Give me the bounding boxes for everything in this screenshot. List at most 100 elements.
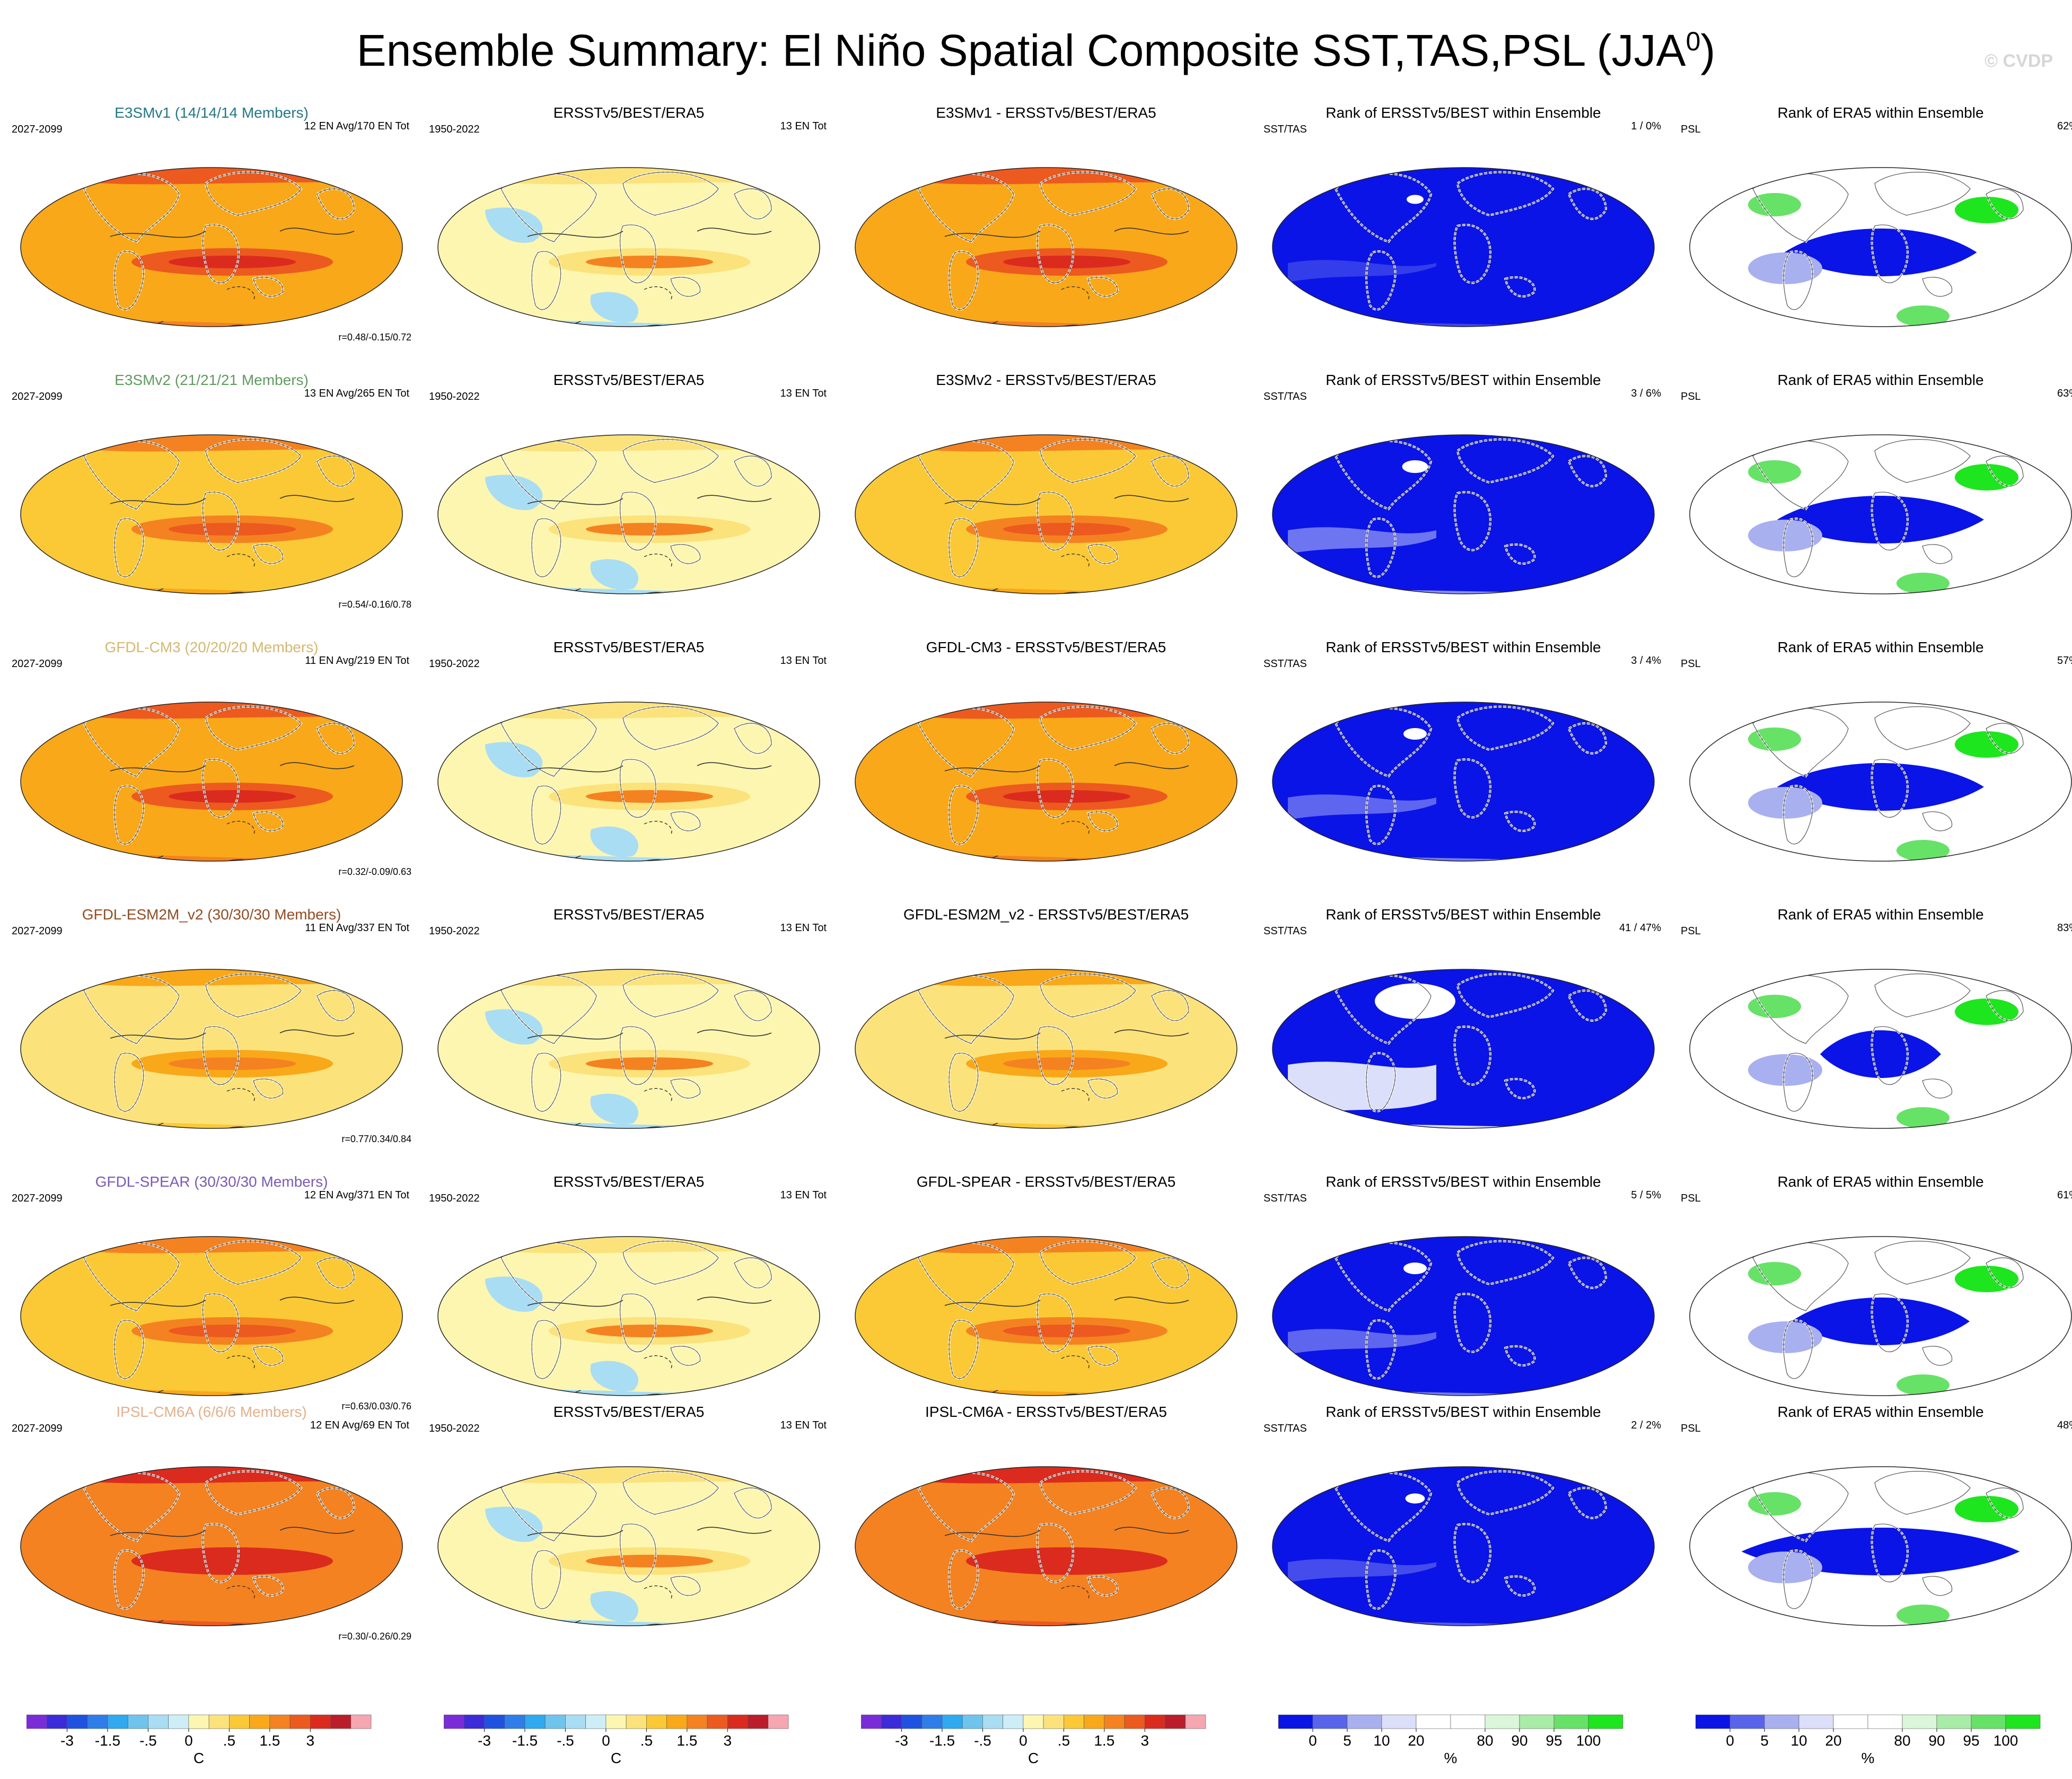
coastline-outline	[1457, 974, 1553, 1018]
map-svg	[1272, 969, 1655, 1129]
map-svg	[20, 1236, 403, 1396]
coastline-outline	[114, 1320, 144, 1379]
map-border	[1689, 702, 2072, 862]
coastline-outline	[114, 518, 144, 577]
enso-core	[586, 1057, 713, 1070]
panel-title: ERSSTv5/BEST/ERA5	[553, 104, 705, 121]
field-south-band	[855, 1619, 1237, 1626]
psl-contour	[279, 1296, 355, 1304]
coastline-outline	[1874, 706, 1971, 750]
coastline-outline	[1366, 785, 1396, 845]
field-south-band	[438, 855, 820, 861]
coastline-outline	[1783, 251, 1813, 310]
colorbar-swatch	[46, 1714, 67, 1729]
coastline-outline	[1366, 1550, 1396, 1609]
high-rank-region	[1897, 1107, 1950, 1128]
coastline-outline	[1505, 544, 1535, 564]
high-rank-region	[1897, 840, 1950, 861]
panel-left-label: 1950-2022	[429, 391, 480, 402]
psl-contour-negative	[226, 821, 255, 835]
coastline-outline	[949, 785, 979, 845]
map-svg	[1689, 1466, 2072, 1626]
colorbar-tick-label: 100	[1576, 1732, 1601, 1749]
coastline-outline	[1871, 1523, 1908, 1582]
map-field	[21, 702, 402, 861]
colorbar-swatch	[1519, 1714, 1555, 1729]
panel-title: E3SMv2 (21/21/21 Members)	[115, 372, 309, 388]
map-field	[855, 702, 1237, 861]
mid-rank-region	[1277, 1620, 1654, 1626]
coastline-outline	[531, 1053, 561, 1112]
coastline-outline	[670, 277, 701, 297]
coastline-outline	[622, 974, 719, 1018]
map-field	[438, 435, 820, 594]
coastline-outline	[1040, 439, 1136, 483]
coastline-outline	[622, 706, 719, 750]
panel-left-label: PSL	[1681, 925, 1701, 937]
colorbar-swatch	[1450, 1714, 1486, 1729]
colorbar-tick-label: 80	[1894, 1732, 1910, 1749]
map-border	[20, 167, 403, 327]
panel-right-label: 12 EN Avg/371 EN Tot	[304, 1189, 409, 1201]
field-north-band	[438, 1237, 820, 1254]
map-panel-obs: ERSSTv5/BEST/ERA5 1950-2022 13 EN Tot	[422, 371, 836, 638]
coastline-outline	[1783, 518, 1813, 577]
colorbar-svg: 0 5 10 20 80 90 95 100	[1278, 1714, 1623, 1749]
psl-contour-negative	[1061, 286, 1090, 301]
enso-core	[1003, 256, 1130, 268]
coastline-outline	[202, 759, 239, 818]
map-svg	[1272, 702, 1655, 862]
colorbar-tick-label: 90	[1928, 1732, 1945, 1749]
colorbar-swatch	[962, 1714, 983, 1729]
colorbar-tick-label: 20	[1408, 1732, 1424, 1749]
psl-contour-negative	[644, 821, 672, 835]
map-svg	[437, 969, 820, 1129]
field-background	[855, 1467, 1237, 1626]
colorbar-swatch	[707, 1714, 728, 1729]
mid-rank-region	[1402, 460, 1428, 473]
panel-left-label: PSL	[1681, 391, 1701, 402]
colorbar-swatch	[148, 1714, 169, 1729]
coastline-outline	[1087, 544, 1118, 564]
coastline-outline	[317, 188, 355, 220]
map-field	[438, 168, 820, 327]
cool-anomaly	[590, 826, 638, 857]
cool-anomaly	[485, 1276, 543, 1312]
colorbar-tick-label: 1.5	[259, 1732, 280, 1749]
coastline-outline	[1874, 172, 1971, 216]
panel-right-label: 11 EN Avg/337 EN Tot	[305, 922, 409, 934]
coastline-outline	[1874, 1241, 1971, 1285]
coastline-outline	[1457, 1471, 1553, 1515]
rank-field	[1272, 435, 1654, 594]
coastline-outline	[619, 1026, 656, 1085]
panel-right-label: 41 / 47%	[1619, 922, 1661, 934]
coastline-outline	[619, 224, 656, 283]
page-title: Ensemble Summary: El Niño Spatial Compos…	[356, 25, 1716, 75]
rank-field	[1690, 168, 2071, 327]
coastline-outline	[619, 1293, 656, 1352]
map-panel-rank: Rank of ERSSTv5/BEST within Ensemble SST/…	[1256, 638, 1671, 906]
mid-rank-region	[1288, 527, 1436, 554]
coastline-outline	[1457, 1241, 1553, 1285]
coastline-outline	[1986, 455, 2024, 487]
psl-contour	[279, 1527, 355, 1534]
field-north-band	[438, 969, 820, 986]
map-border	[20, 434, 403, 594]
map-svg	[1689, 167, 2072, 327]
pattern-correlation: r=0.63/0.03/0.76	[341, 1401, 411, 1412]
coastline-outline	[670, 1576, 701, 1596]
coastline-outline	[1151, 990, 1189, 1021]
psl-contour	[1114, 495, 1189, 502]
colorbar-tick-label: 1.5	[677, 1732, 697, 1749]
panel-title: IPSL-CM6A (6/6/6 Members)	[116, 1404, 307, 1420]
field-north-band	[21, 1237, 402, 1254]
coastline-outline	[1366, 518, 1396, 577]
panel-left-label: PSL	[1681, 124, 1701, 135]
coastline-outline	[670, 1346, 701, 1366]
panel-title: Rank of ERSSTv5/BEST within Ensemble	[1325, 104, 1601, 121]
colorbar-swatch	[1043, 1714, 1064, 1729]
panel-right-label: 57%	[2057, 655, 2072, 667]
low-rank-region	[1820, 1030, 1941, 1078]
coastline-outline	[949, 1053, 979, 1112]
map-panel-psl: Rank of ERA5 within Ensemble PSL 57%	[1673, 638, 2072, 906]
